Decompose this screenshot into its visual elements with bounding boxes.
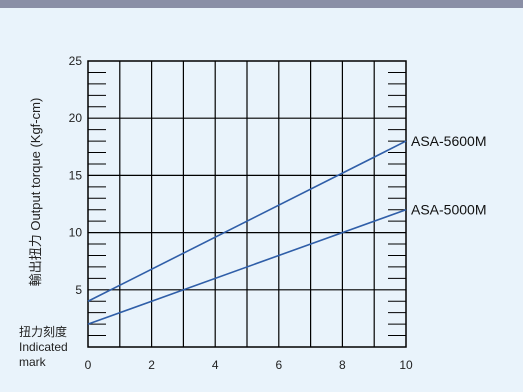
series-line-ASA-5000M (87, 208, 407, 325)
x-axis-mark-label: 扭力刻度 Indicated mark (19, 324, 68, 369)
header-band (0, 0, 523, 8)
major-gridlines (88, 61, 406, 347)
x-tick-label: 8 (339, 358, 346, 372)
y-tick-label: 5 (75, 283, 82, 297)
minor-gridlines (88, 71, 406, 337)
x-tick-label: 2 (148, 358, 155, 372)
x-mark-line: 扭力刻度 (19, 324, 67, 339)
x-tick-labels: 0 2 4 6 8 10 (85, 358, 413, 372)
y-tick-label: 15 (69, 168, 83, 182)
y-tick-label: 10 (69, 226, 83, 240)
x-mark-line: Indicated (19, 340, 68, 354)
x-tick-label: 6 (275, 358, 282, 372)
series-label-ASA-5600M: ASA-5600M (411, 133, 486, 149)
plot-frame (87, 60, 407, 348)
y-tick-label: 20 (69, 111, 83, 125)
series-labels: ASA-5600M ASA-5000M (411, 133, 486, 218)
series-line-ASA-5600M (87, 140, 407, 302)
series-label-ASA-5000M: ASA-5000M (411, 202, 486, 218)
y-axis-label: 輸出扭力 Output torque (Kgf-cm) (28, 98, 43, 287)
x-tick-label: 10 (399, 358, 413, 372)
x-mark-line: mark (19, 355, 47, 369)
x-tick-label: 4 (212, 358, 219, 372)
series-layer (87, 140, 407, 325)
y-tick-labels: 5 10 15 20 25 (69, 54, 83, 297)
y-tick-label: 25 (69, 54, 83, 68)
x-tick-label: 0 (85, 358, 92, 372)
